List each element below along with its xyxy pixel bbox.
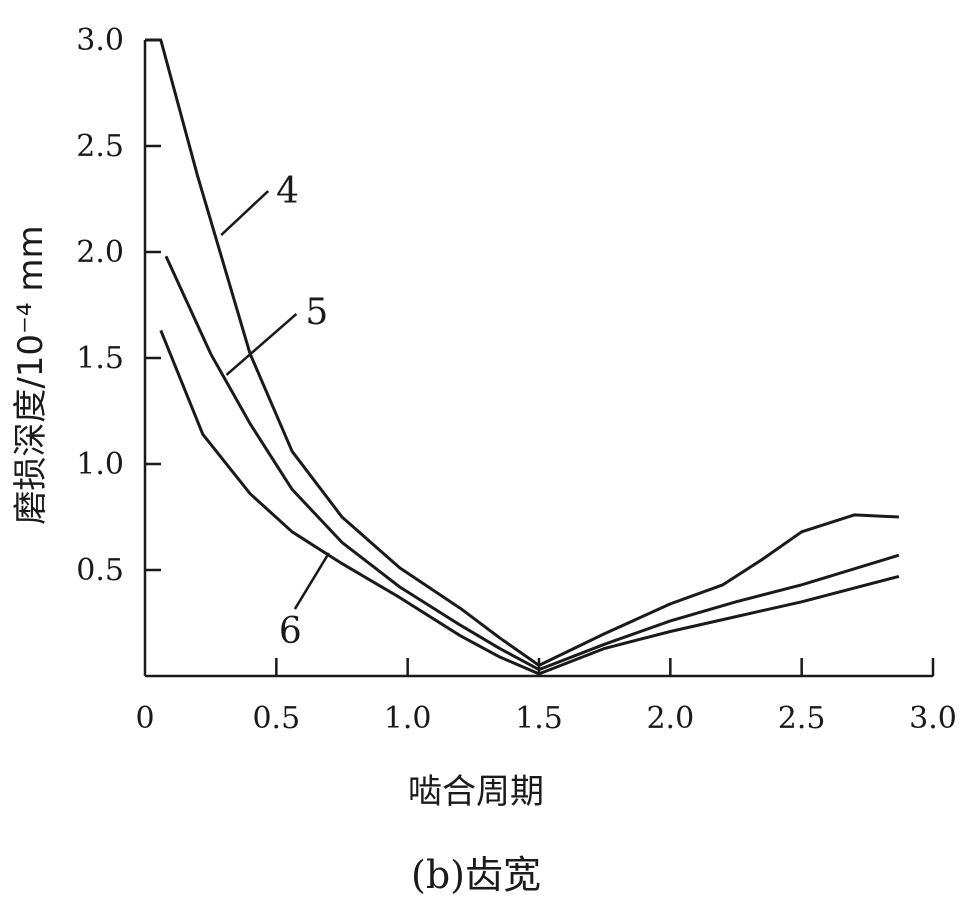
y-tick-label: 2.5	[76, 129, 124, 164]
x-axis-title: 啮合周期	[408, 772, 544, 812]
series-label-leader	[293, 552, 330, 610]
series-line-4	[145, 38, 899, 667]
x-tick-label: 0	[135, 701, 154, 736]
x-tick-label: 1.5	[515, 701, 563, 736]
series-lines	[145, 38, 900, 676]
series-label-leader	[220, 190, 270, 236]
y-tick-label: 1.0	[76, 447, 124, 482]
ticks: 0 0.5 1.0 1.5 2.0 2.5 3.0 0.5 1.0 1.5 2.0 2.5 3.0	[76, 23, 957, 736]
series-label-5: 5	[305, 292, 328, 333]
series-label-leader	[225, 313, 298, 376]
series-label-6: 6	[279, 611, 302, 652]
x-tick-label: 3.0	[909, 701, 957, 736]
series-label-4: 4	[276, 171, 299, 212]
x-tick-label: 1.0	[384, 701, 432, 736]
x-tick-label: 2.0	[646, 701, 694, 736]
y-tick-label: 2.0	[76, 235, 124, 270]
y-tick-label: 1.5	[76, 341, 124, 376]
x-tick-label: 2.5	[778, 701, 826, 736]
x-tick-label: 0.5	[252, 701, 300, 736]
series-line-6	[159, 329, 900, 676]
y-tick-label: 3.0	[76, 23, 124, 58]
series-labels: 4 5 6	[220, 171, 330, 652]
y-tick-label: 0.5	[76, 553, 124, 588]
y-axis-title: 磨损深度/10⁻⁴ mm	[11, 225, 51, 524]
figure-caption: (b)齿宽	[411, 853, 541, 897]
series-line-5	[164, 255, 900, 672]
